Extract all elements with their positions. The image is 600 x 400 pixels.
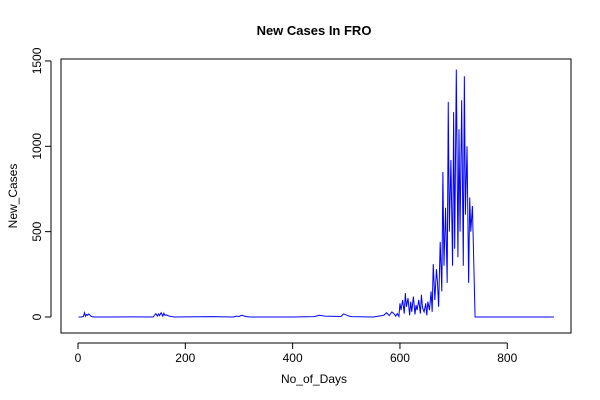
plot-frame (60, 58, 572, 334)
y-axis-label: New_Cases (6, 164, 20, 229)
x-tick-label: 200 (175, 351, 195, 365)
series-layer (78, 69, 554, 319)
y-tick-label: 0 (30, 313, 44, 320)
x-axis-label: No_of_Days (281, 372, 347, 386)
y-tick-label: 1000 (30, 133, 44, 160)
x-tick-label: 400 (283, 351, 303, 365)
chart-title: New Cases In FRO (257, 23, 372, 38)
y-tick-label: 500 (30, 221, 44, 241)
y-axis: 0 500 1000 1500 (30, 47, 52, 320)
series-line (78, 69, 554, 319)
y-tick-label: 1500 (30, 47, 44, 74)
x-axis: 0 200 400 600 800 (75, 342, 518, 365)
x-tick-label: 600 (390, 351, 410, 365)
x-tick-label: 0 (75, 351, 82, 365)
x-tick-label: 800 (497, 351, 517, 365)
